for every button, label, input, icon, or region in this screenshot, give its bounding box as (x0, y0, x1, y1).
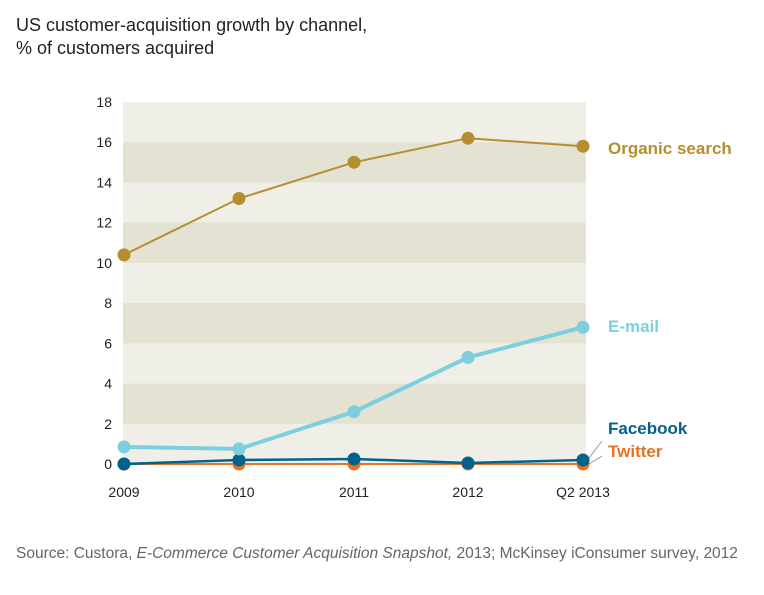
chart-title: US customer-acquisition growth by channe… (16, 14, 436, 60)
source-suffix: 2013; McKinsey iConsumer survey, 2012 (452, 545, 738, 562)
y-tick-label: 6 (104, 335, 112, 351)
source-note: Source: Custora, E-Commerce Customer Acq… (16, 543, 756, 565)
chart-title-line-1: US customer-acquisition growth by channe… (16, 15, 368, 35)
series-label: Organic search (608, 139, 732, 158)
y-tick-label: 10 (96, 255, 112, 271)
data-point (461, 350, 475, 364)
data-point (232, 442, 246, 456)
y-tick-label: 0 (104, 456, 112, 472)
data-point (461, 131, 475, 145)
source-prefix: Source: Custora, (16, 545, 137, 562)
x-tick-label: Q2 2013 (556, 484, 610, 500)
series-label: E-mail (608, 317, 659, 336)
y-tick-label: 12 (96, 215, 112, 231)
x-tick-label: 2012 (452, 484, 483, 500)
grid-band (123, 303, 586, 344)
chart-title-line-2: % of customers acquired (16, 38, 215, 58)
leader-line-twitter (588, 455, 603, 465)
grid-band (123, 222, 586, 263)
data-point (576, 320, 590, 334)
y-tick-label: 4 (104, 376, 112, 392)
data-point (576, 453, 590, 467)
data-point (232, 192, 246, 206)
y-tick-label: 14 (96, 174, 112, 190)
data-point (347, 155, 361, 169)
leader-line-facebook (588, 440, 603, 459)
data-point (461, 456, 475, 470)
series-label: Twitter (608, 442, 663, 461)
source-title: E-Commerce Customer Acquisition Snapshot… (136, 545, 453, 562)
series-label: Facebook (608, 419, 688, 438)
data-point (117, 248, 131, 262)
x-tick-label: 2009 (108, 484, 139, 500)
data-point (347, 405, 361, 419)
y-tick-label: 16 (96, 134, 112, 150)
data-point (576, 139, 590, 153)
data-point (117, 440, 131, 454)
x-tick-label: 2011 (339, 484, 369, 500)
data-point (347, 452, 361, 466)
x-tick-label: 2010 (223, 484, 254, 500)
y-tick-label: 18 (96, 94, 112, 110)
y-tick-label: 2 (104, 416, 112, 432)
y-tick-label: 8 (104, 295, 112, 311)
data-point (117, 457, 131, 471)
data-point (232, 453, 246, 467)
